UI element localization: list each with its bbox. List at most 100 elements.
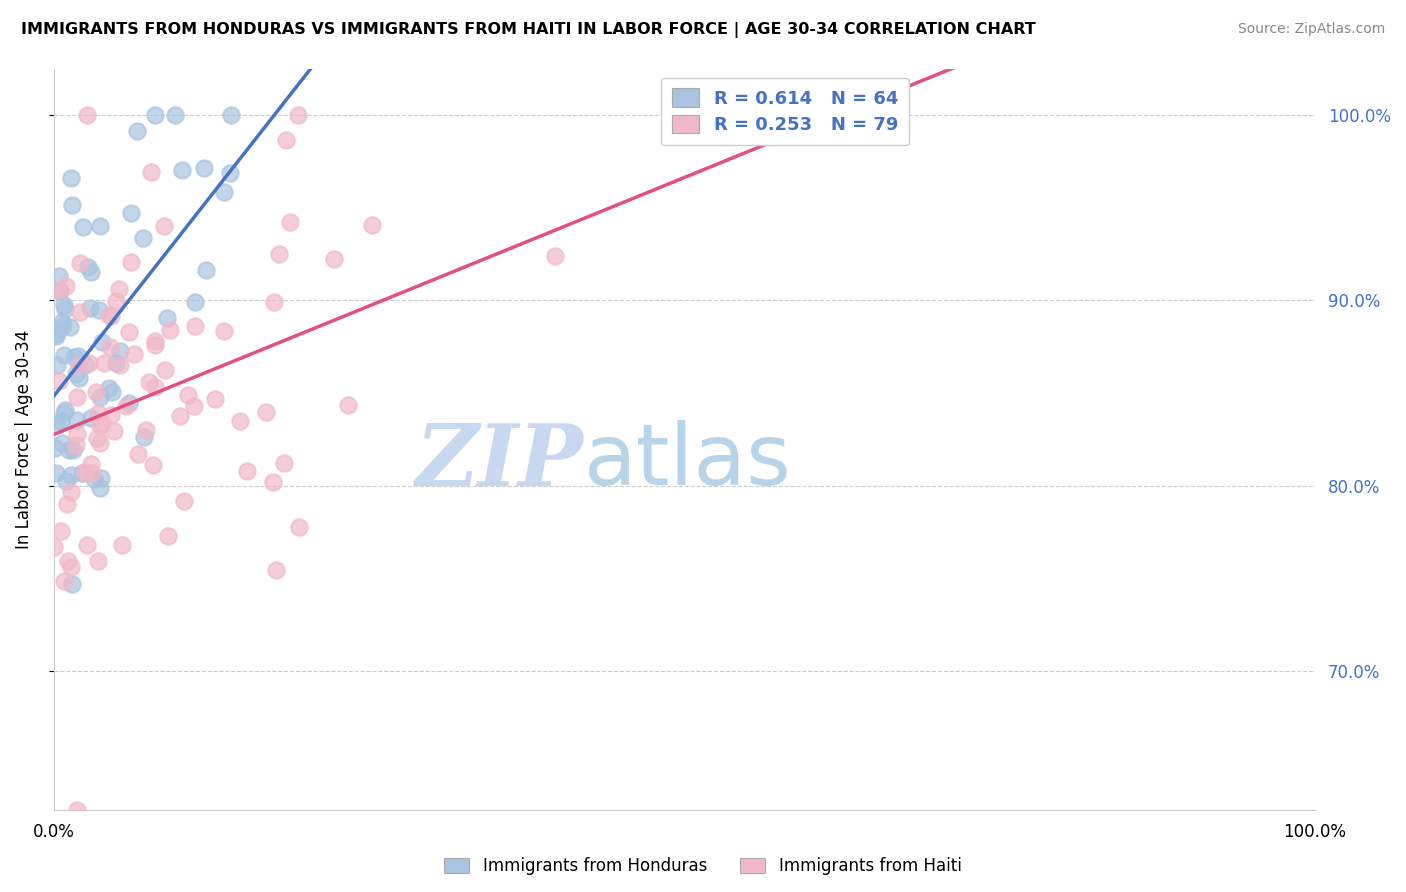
Point bbox=[53, 574, 76, 588]
Point bbox=[69, 304, 91, 318]
Point bbox=[143, 380, 166, 394]
Point bbox=[132, 230, 155, 244]
Point bbox=[60, 198, 83, 212]
Y-axis label: In Labor Force | Age 30-34: In Labor Force | Age 30-34 bbox=[15, 330, 32, 549]
Point bbox=[91, 416, 114, 430]
Point bbox=[45, 358, 67, 372]
Point bbox=[111, 538, 134, 552]
Point bbox=[76, 538, 98, 552]
Point bbox=[48, 268, 70, 283]
Point bbox=[143, 334, 166, 349]
Point bbox=[77, 356, 100, 370]
Point bbox=[60, 560, 83, 574]
Point bbox=[273, 456, 295, 470]
Point bbox=[83, 472, 105, 486]
Point bbox=[80, 411, 103, 425]
Point bbox=[254, 405, 277, 419]
Point bbox=[51, 315, 73, 329]
Point bbox=[66, 412, 89, 426]
Point bbox=[65, 368, 87, 382]
Point bbox=[89, 481, 111, 495]
Point bbox=[212, 325, 235, 339]
Point bbox=[51, 414, 73, 428]
Point bbox=[193, 161, 215, 176]
Point bbox=[108, 282, 131, 296]
Point bbox=[48, 374, 70, 388]
Point bbox=[66, 390, 89, 404]
Point bbox=[115, 399, 138, 413]
Point bbox=[287, 108, 309, 122]
Point bbox=[269, 247, 291, 261]
Point bbox=[157, 528, 180, 542]
Point bbox=[360, 218, 382, 232]
Point bbox=[62, 350, 84, 364]
Point bbox=[67, 371, 90, 385]
Point bbox=[52, 318, 75, 333]
Point bbox=[544, 249, 567, 263]
Point bbox=[53, 406, 76, 420]
Point bbox=[66, 349, 89, 363]
Point bbox=[69, 256, 91, 270]
Point bbox=[336, 398, 359, 412]
Point bbox=[45, 326, 67, 341]
Point bbox=[53, 301, 76, 316]
Point bbox=[72, 466, 94, 480]
Point bbox=[322, 252, 344, 267]
Point bbox=[69, 359, 91, 373]
Point bbox=[156, 310, 179, 325]
Point bbox=[80, 457, 103, 471]
Point bbox=[288, 519, 311, 533]
Point bbox=[56, 554, 79, 568]
Point bbox=[98, 340, 121, 354]
Point bbox=[44, 442, 66, 456]
Point bbox=[97, 309, 120, 323]
Point bbox=[135, 423, 157, 437]
Point bbox=[219, 108, 242, 122]
Point bbox=[169, 409, 191, 424]
Point bbox=[60, 485, 83, 500]
Point bbox=[143, 108, 166, 122]
Point bbox=[118, 395, 141, 409]
Point bbox=[138, 375, 160, 389]
Point bbox=[236, 464, 259, 478]
Point bbox=[49, 284, 72, 298]
Point bbox=[262, 475, 284, 489]
Point bbox=[110, 343, 132, 358]
Point bbox=[46, 417, 69, 432]
Legend: Immigrants from Honduras, Immigrants from Haiti: Immigrants from Honduras, Immigrants fro… bbox=[436, 849, 970, 884]
Point bbox=[87, 554, 110, 568]
Point bbox=[127, 447, 149, 461]
Point bbox=[59, 319, 82, 334]
Point bbox=[163, 108, 186, 122]
Point bbox=[87, 302, 110, 317]
Point bbox=[159, 323, 181, 337]
Point bbox=[194, 262, 217, 277]
Point bbox=[104, 356, 127, 370]
Point bbox=[60, 467, 83, 482]
Point bbox=[86, 406, 108, 420]
Point bbox=[89, 219, 111, 233]
Point bbox=[101, 385, 124, 400]
Point bbox=[100, 310, 122, 324]
Point bbox=[103, 424, 125, 438]
Point bbox=[105, 293, 128, 308]
Text: ZIP: ZIP bbox=[416, 420, 583, 503]
Point bbox=[184, 294, 207, 309]
Point bbox=[82, 466, 104, 480]
Point bbox=[153, 219, 176, 233]
Point bbox=[90, 335, 112, 350]
Point bbox=[72, 219, 94, 234]
Text: IMMIGRANTS FROM HONDURAS VS IMMIGRANTS FROM HAITI IN LABOR FORCE | AGE 30-34 COR: IMMIGRANTS FROM HONDURAS VS IMMIGRANTS F… bbox=[21, 22, 1036, 38]
Point bbox=[86, 431, 108, 445]
Point bbox=[97, 381, 120, 395]
Point bbox=[183, 399, 205, 413]
Point bbox=[49, 524, 72, 539]
Text: Source: ZipAtlas.com: Source: ZipAtlas.com bbox=[1237, 22, 1385, 37]
Point bbox=[172, 163, 194, 178]
Point bbox=[53, 403, 76, 417]
Point bbox=[65, 438, 87, 452]
Point bbox=[51, 436, 73, 450]
Point bbox=[55, 474, 77, 488]
Point bbox=[65, 803, 87, 817]
Text: atlas: atlas bbox=[583, 420, 792, 503]
